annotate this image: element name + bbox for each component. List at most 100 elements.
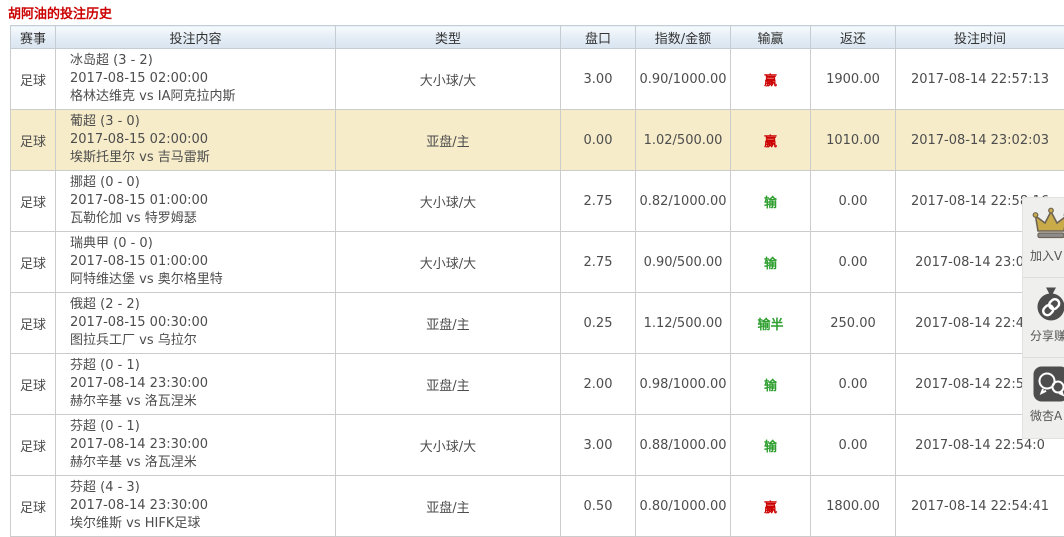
league-score: 芬超 (0 - 1) — [70, 357, 331, 375]
crown-icon — [1032, 205, 1064, 243]
sport-cell: 足球 — [11, 232, 56, 293]
odds-amount-cell: 0.88/1000.00 — [636, 415, 731, 476]
result-badge: 输 — [764, 196, 777, 211]
header-odds-amount: 指数/金额 — [636, 26, 731, 49]
sport-cell: 足球 — [11, 171, 56, 232]
table-header: 赛事 投注内容 类型 盘口 指数/金额 输赢 返还 投注时间 — [11, 26, 1064, 49]
handicap-cell: 2.75 — [561, 171, 636, 232]
share-link-icon — [1032, 285, 1064, 323]
bet-time-cell: 2017-08-14 23:02:03 — [896, 110, 1064, 171]
result-badge: 赢 — [764, 74, 777, 89]
bet-type-cell: 大小球/大 — [336, 49, 561, 110]
handicap-cell: 2.75 — [561, 232, 636, 293]
payout-cell: 0.00 — [811, 171, 896, 232]
result-badge: 赢 — [764, 135, 777, 150]
teams: 阿特维达堡 vs 奥尔格里特 — [70, 271, 331, 289]
handicap-cell: 0.50 — [561, 476, 636, 537]
floating-side-widget: 加入V 分享赚 微杏A — [1022, 197, 1064, 439]
wechat-app-button[interactable]: 微杏A — [1023, 358, 1064, 438]
sport-cell: 足球 — [11, 476, 56, 537]
result-cell: 输半 — [731, 293, 811, 354]
odds-amount-cell: 1.12/500.00 — [636, 293, 731, 354]
bet-content-cell: 挪超 (0 - 0) 2017-08-15 01:00:00 瓦勒伦加 vs 特… — [56, 171, 336, 232]
header-payout: 返还 — [811, 26, 896, 49]
sport-cell: 足球 — [11, 110, 56, 171]
sport-cell: 足球 — [11, 354, 56, 415]
match-datetime: 2017-08-14 23:30:00 — [70, 375, 331, 393]
table-row: 足球 芬超 (0 - 1) 2017-08-14 23:30:00 赫尔辛基 v… — [11, 354, 1064, 415]
teams: 赫尔辛基 vs 洛瓦涅米 — [70, 393, 331, 411]
bet-type-cell: 大小球/大 — [336, 171, 561, 232]
result-badge: 输半 — [757, 318, 783, 333]
bet-type-cell: 亚盘/主 — [336, 354, 561, 415]
result-cell: 输 — [731, 232, 811, 293]
teams: 赫尔辛基 vs 洛瓦涅米 — [70, 454, 331, 472]
odds-amount-cell: 0.90/500.00 — [636, 232, 731, 293]
result-cell: 输 — [731, 354, 811, 415]
payout-cell: 250.00 — [811, 293, 896, 354]
table-row: 足球 芬超 (4 - 3) 2017-08-14 23:30:00 埃尔维斯 v… — [11, 476, 1064, 537]
match-datetime: 2017-08-15 01:00:00 — [70, 253, 331, 271]
share-earn-button[interactable]: 分享赚 — [1023, 278, 1064, 358]
bet-type-cell: 亚盘/主 — [336, 293, 561, 354]
payout-cell: 1010.00 — [811, 110, 896, 171]
wechat-app-label: 微杏A — [1030, 407, 1062, 424]
wechat-icon — [1032, 365, 1064, 403]
bet-content-cell: 芬超 (0 - 1) 2017-08-14 23:30:00 赫尔辛基 vs 洛… — [56, 415, 336, 476]
result-cell: 赢 — [731, 49, 811, 110]
payout-cell: 0.00 — [811, 354, 896, 415]
result-cell: 输 — [731, 415, 811, 476]
bet-table-body: 足球 冰岛超 (3 - 2) 2017-08-15 02:00:00 格林达维克… — [11, 49, 1064, 537]
league-score: 冰岛超 (3 - 2) — [70, 52, 331, 70]
payout-cell: 1800.00 — [811, 476, 896, 537]
odds-amount-cell: 0.90/1000.00 — [636, 49, 731, 110]
header-sport: 赛事 — [11, 26, 56, 49]
match-datetime: 2017-08-14 23:30:00 — [70, 436, 331, 454]
match-datetime: 2017-08-15 02:00:00 — [70, 131, 331, 149]
table-row: 足球 葡超 (3 - 0) 2017-08-15 02:00:00 埃斯托里尔 … — [11, 110, 1064, 171]
header-result: 输赢 — [731, 26, 811, 49]
handicap-cell: 0.25 — [561, 293, 636, 354]
handicap-cell: 0.00 — [561, 110, 636, 171]
league-score: 俄超 (2 - 2) — [70, 296, 331, 314]
result-badge: 输 — [764, 257, 777, 272]
match-datetime: 2017-08-15 02:00:00 — [70, 70, 331, 88]
bet-content-cell: 芬超 (4 - 3) 2017-08-14 23:30:00 埃尔维斯 vs H… — [56, 476, 336, 537]
league-score: 芬超 (4 - 3) — [70, 479, 331, 497]
league-score: 葡超 (3 - 0) — [70, 113, 331, 131]
payout-cell: 0.00 — [811, 232, 896, 293]
bet-type-cell: 亚盘/主 — [336, 476, 561, 537]
join-vip-label: 加入V — [1030, 247, 1062, 264]
join-vip-button[interactable]: 加入V — [1023, 198, 1064, 278]
bet-history-table: 赛事 投注内容 类型 盘口 指数/金额 输赢 返还 投注时间 足球 冰岛超 (3… — [10, 25, 1064, 537]
table-row: 足球 冰岛超 (3 - 2) 2017-08-15 02:00:00 格林达维克… — [11, 49, 1064, 110]
table-row: 足球 俄超 (2 - 2) 2017-08-15 00:30:00 图拉兵工厂 … — [11, 293, 1064, 354]
payout-cell: 0.00 — [811, 415, 896, 476]
teams: 瓦勒伦加 vs 特罗姆瑟 — [70, 210, 331, 228]
league-score: 瑞典甲 (0 - 0) — [70, 235, 331, 253]
table-row: 足球 芬超 (0 - 1) 2017-08-14 23:30:00 赫尔辛基 v… — [11, 415, 1064, 476]
bet-content-cell: 芬超 (0 - 1) 2017-08-14 23:30:00 赫尔辛基 vs 洛… — [56, 354, 336, 415]
result-cell: 赢 — [731, 110, 811, 171]
handicap-cell: 3.00 — [561, 415, 636, 476]
share-earn-label: 分享赚 — [1030, 327, 1064, 344]
result-badge: 输 — [764, 440, 777, 455]
bet-type-cell: 大小球/大 — [336, 415, 561, 476]
match-datetime: 2017-08-15 00:30:00 — [70, 314, 331, 332]
result-cell: 赢 — [731, 476, 811, 537]
teams: 格林达维克 vs IA阿克拉内斯 — [70, 88, 331, 106]
league-score: 挪超 (0 - 0) — [70, 174, 331, 192]
page-title: 胡阿油的投注历史 — [8, 3, 112, 22]
table-row: 足球 瑞典甲 (0 - 0) 2017-08-15 01:00:00 阿特维达堡… — [11, 232, 1064, 293]
match-datetime: 2017-08-15 01:00:00 — [70, 192, 331, 210]
bet-type-cell: 亚盘/主 — [336, 110, 561, 171]
bet-content-cell: 葡超 (3 - 0) 2017-08-15 02:00:00 埃斯托里尔 vs … — [56, 110, 336, 171]
payout-cell: 1900.00 — [811, 49, 896, 110]
result-badge: 输 — [764, 379, 777, 394]
odds-amount-cell: 0.98/1000.00 — [636, 354, 731, 415]
sport-cell: 足球 — [11, 49, 56, 110]
result-cell: 输 — [731, 171, 811, 232]
bet-time-cell: 2017-08-14 22:54:41 — [896, 476, 1064, 537]
league-score: 芬超 (0 - 1) — [70, 418, 331, 436]
teams: 图拉兵工厂 vs 乌拉尔 — [70, 332, 331, 350]
